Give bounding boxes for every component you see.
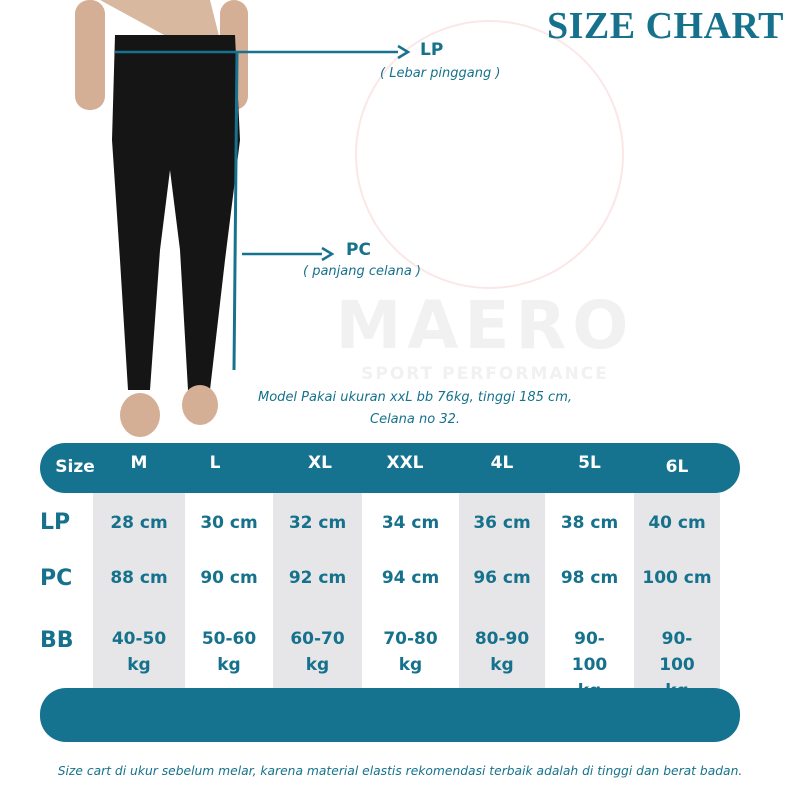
page-title: SIZE CHART	[546, 5, 784, 47]
watermark-brand: MAERO	[335, 287, 635, 364]
header-size-xxl: XXL	[386, 453, 424, 473]
column-bg-xl	[273, 493, 362, 688]
table-cell-lp-6l: 40 cm	[648, 513, 706, 533]
table-cell-bb-xl: 60-70 kg	[290, 629, 345, 675]
table-cell-lp-m: 28 cm	[110, 513, 168, 533]
pc-description: ( panjang celana )	[303, 264, 421, 279]
measurement-arrows	[115, 44, 411, 371]
row-label-lp: LP	[40, 510, 71, 535]
lp-label: LP	[420, 40, 444, 60]
column-bg-6l	[634, 493, 720, 688]
table-cell-lp-xxl: 34 cm	[381, 513, 440, 533]
model-note-line1: Model Pakai ukuran xxL bb 76kg, tinggi 1…	[258, 390, 572, 405]
table-cell-lp-l: 30 cm	[200, 513, 258, 533]
header-size-m: M	[130, 453, 148, 473]
column-bg-4l	[459, 493, 545, 688]
table-cell-lp-5l: 38 cm	[560, 513, 619, 533]
table-cell-bb-xxl: 70-80 kg	[383, 629, 438, 675]
header-size-6l: 6L	[665, 457, 689, 477]
table-header: Size M L XL XXL 4L 5L 6L	[40, 443, 740, 493]
table-cell-bb-l: 50-60 kg	[201, 629, 257, 675]
column-bg-m	[93, 493, 185, 688]
header-size-xl: XL	[308, 453, 332, 473]
header-size-label: Size	[55, 457, 95, 477]
table-cell-pc-6l: 100 cm	[642, 568, 712, 588]
table-cell-pc-m: 88 cm	[110, 568, 168, 588]
header-size-4l: 4L	[490, 453, 514, 473]
table-cell-pc-xl: 92 cm	[288, 568, 347, 588]
table-cell-bb-4l: 80-90 kg	[474, 629, 530, 675]
row-label-bb: BB	[40, 628, 74, 653]
model-leggings-image	[75, 0, 248, 437]
pc-label: PC	[346, 240, 371, 260]
watermark-tagline: SPORT PERFORMANCE	[361, 364, 609, 384]
table-cell-lp-xl: 32 cm	[288, 513, 347, 533]
header-size-5l: 5L	[578, 453, 601, 473]
table-cell-bb-m: 40-50 kg	[111, 629, 167, 675]
watermark-logo-icon	[355, 20, 624, 289]
table-cell-pc-5l: 98 cm	[560, 568, 619, 588]
table-footer-bar	[40, 688, 740, 742]
lp-description: ( Lebar pinggang )	[380, 66, 501, 81]
table-cell-pc-xxl: 94 cm	[381, 568, 440, 588]
footer-note: Size cart di ukur sebelum melar, karena …	[57, 764, 743, 778]
model-note-line2: Celana no 32.	[370, 412, 460, 427]
header-size-l: L	[209, 453, 221, 473]
table-cell-pc-4l: 96 cm	[473, 568, 531, 588]
table-cell-lp-4l: 36 cm	[473, 513, 531, 533]
table-cell-pc-l: 90 cm	[200, 568, 258, 588]
row-label-pc: PC	[40, 566, 73, 591]
